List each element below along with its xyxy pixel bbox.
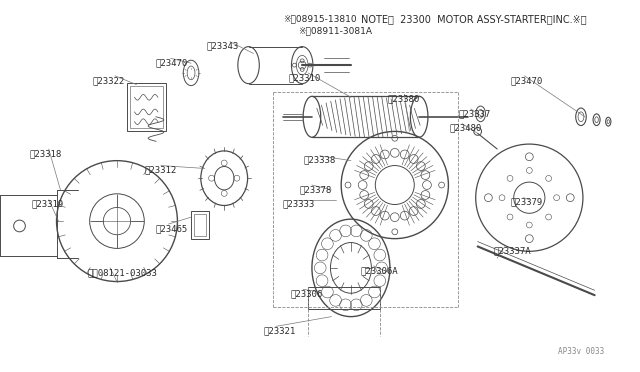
Text: ※23338: ※23338 xyxy=(303,156,335,165)
Text: ※23470: ※23470 xyxy=(156,58,188,67)
Text: ※23465: ※23465 xyxy=(156,224,188,233)
Bar xyxy=(191,211,209,239)
Bar xyxy=(127,83,166,131)
Text: NOTE；  23300  MOTOR ASSY-STARTER（INC.※）: NOTE； 23300 MOTOR ASSY-STARTER（INC.※） xyxy=(361,15,586,25)
Bar xyxy=(308,288,380,309)
Text: ※23306: ※23306 xyxy=(291,289,323,298)
Bar xyxy=(130,86,163,128)
Text: ※23321: ※23321 xyxy=(263,326,296,336)
Text: ※23318: ※23318 xyxy=(29,149,61,158)
Text: ※23343: ※23343 xyxy=(207,42,239,51)
Text: ※23333: ※23333 xyxy=(283,200,315,209)
Text: ※23380: ※23380 xyxy=(388,94,420,103)
Text: ※23306A: ※23306A xyxy=(361,266,398,275)
Text: ※23480: ※23480 xyxy=(449,124,482,132)
Text: ※Ⓢ08911-3081A: ※Ⓢ08911-3081A xyxy=(298,26,372,35)
Text: ※23470: ※23470 xyxy=(511,76,543,85)
Text: ※23337: ※23337 xyxy=(458,109,490,118)
Text: ※23319: ※23319 xyxy=(31,200,63,209)
Text: ※23337A: ※23337A xyxy=(493,246,531,256)
Text: AP33v 0033: AP33v 0033 xyxy=(558,347,604,356)
Text: ※23322: ※23322 xyxy=(93,76,125,85)
Text: ※23378: ※23378 xyxy=(300,185,332,194)
Text: ※23379: ※23379 xyxy=(511,198,543,207)
Text: ※Ⓢ08915-13810: ※Ⓢ08915-13810 xyxy=(283,15,356,23)
Text: ※23312: ※23312 xyxy=(144,166,177,174)
Text: ※23310: ※23310 xyxy=(289,73,321,82)
Bar xyxy=(194,214,205,236)
Text: ※Ⓢ08121-03033: ※Ⓢ08121-03033 xyxy=(88,268,157,277)
